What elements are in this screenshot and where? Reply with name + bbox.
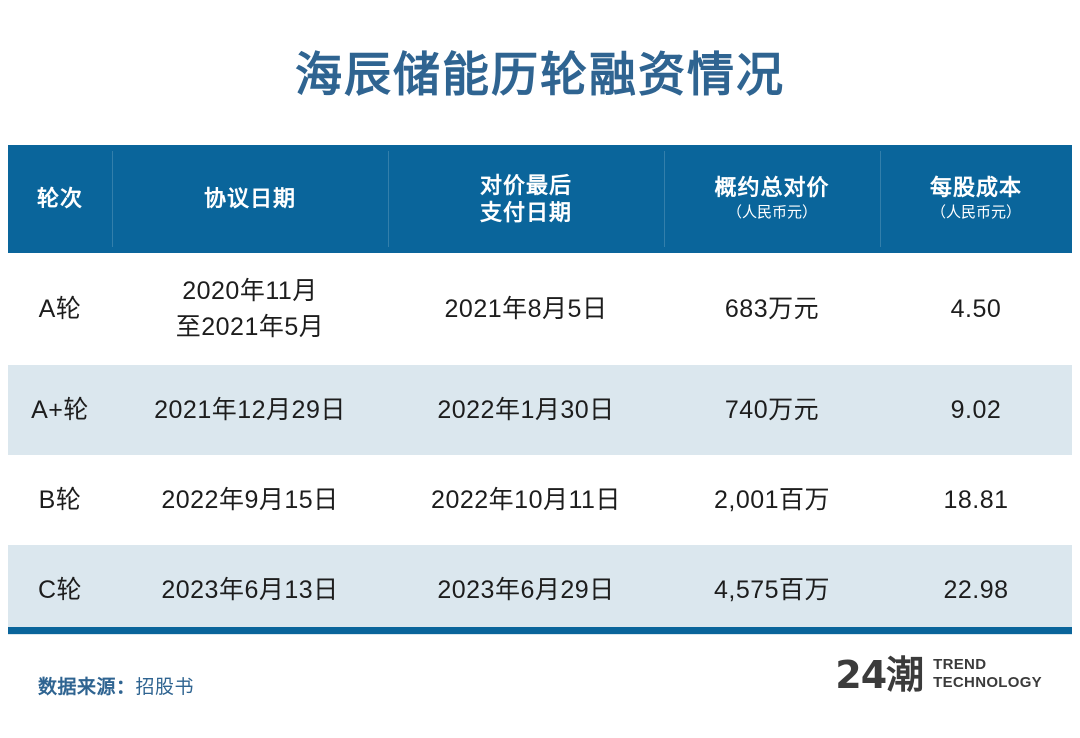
cell-round: B轮 [38,485,82,514]
logo-tagline: TREND TECHNOLOGY [933,656,1042,693]
cell-cost-per-share: 4.50 [950,294,1002,323]
data-source-label: 数据来源： [38,677,136,698]
table-row: A轮 2020年11月 至2021年5月 2021年8月5日 683万元 4.5… [8,253,1072,365]
cell-cost-per-share: 22.98 [943,575,1009,604]
table-bottom-rule [8,627,1072,634]
table-row: B轮 2022年9月15日 2022年10月11日 2,001百万 18.81 [8,455,1072,545]
financing-rounds-table: 轮次 协议日期 对价最后 支付日期 概约总对价 （人民币元） 每股成本 （人民币… [8,145,1072,635]
title-bar: 海辰储能历轮融资情况 [0,0,1080,135]
cell-final-payment-date: 2021年8月5日 [444,294,608,323]
column-header-final-payment-date: 对价最后 支付日期 [388,145,664,253]
column-header-total-consideration: 概约总对价 （人民币元） [664,145,880,253]
cell-agreement-date: 2020年11月 至2021年5月 [112,253,388,365]
cell-agreement-date: 2022年9月15日 [161,485,339,514]
logo-tagline-line1: TREND [933,656,987,674]
cell-round: A轮 [38,294,82,323]
table-header-row: 轮次 协议日期 对价最后 支付日期 概约总对价 （人民币元） 每股成本 （人民币… [8,145,1072,253]
table-row: C轮 2023年6月13日 2023年6月29日 4,575百万 22.98 [8,545,1072,635]
data-source-value: 招股书 [135,677,195,698]
cell-total-consideration: 740万元 [724,395,820,424]
cell-total-consideration: 4,575百万 [713,575,831,604]
logo-wordmark-icon: 24潮 [835,653,924,697]
logo-tagline-line2: TECHNOLOGY [933,674,1042,691]
cell-agreement-date: 2021年12月29日 [154,395,346,424]
brand-logo: 24潮 TREND TECHNOLOGY [835,656,1042,694]
cell-agreement-date: 2023年6月13日 [161,575,339,604]
cell-final-payment-date: 2022年10月11日 [431,485,621,514]
column-header-round: 轮次 [36,186,83,212]
cell-final-payment-date: 2023年6月29日 [437,575,615,604]
cell-final-payment-date: 2022年1月30日 [437,395,615,424]
footer: 数据来源：招股书 24潮 TREND TECHNOLOGY [0,650,1080,730]
page-title: 海辰储能历轮融资情况 [295,47,785,101]
cell-cost-per-share: 9.02 [950,395,1002,424]
column-header-agreement-date: 协议日期 [112,145,388,253]
cell-round: A+轮 [31,395,89,424]
data-source: 数据来源：招股书 [38,672,194,699]
cell-cost-per-share: 18.81 [943,485,1009,514]
cell-total-consideration: 683万元 [724,294,820,323]
cell-round: C轮 [37,575,83,604]
cell-total-consideration: 2,001百万 [713,485,831,514]
cell-agreement-date-line2: 至2021年5月 [175,313,325,341]
cell-agreement-date-line1: 2020年11月 [182,276,318,305]
column-header-cost-per-share: 每股成本 （人民币元） [880,145,1072,253]
table-row: A+轮 2021年12月29日 2022年1月30日 740万元 9.02 [8,365,1072,455]
